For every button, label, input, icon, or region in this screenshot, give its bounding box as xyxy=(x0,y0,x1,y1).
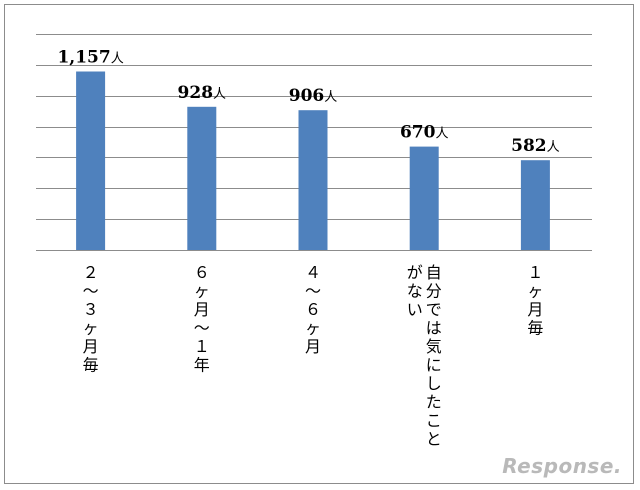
category-label-char: 毎 xyxy=(83,356,99,375)
category-label-char: 毎 xyxy=(527,319,543,338)
category-label-char: ２ xyxy=(83,263,99,282)
category-label-char: い xyxy=(407,300,423,319)
category-label-char: 気 xyxy=(426,337,442,356)
category-label-char: 年 xyxy=(194,356,210,375)
data-label: 582人 xyxy=(511,136,560,156)
category-label-char: ～ xyxy=(194,319,210,338)
category-label-char: ヶ xyxy=(83,319,99,338)
category-label-char: 分 xyxy=(426,282,442,301)
category-label-char: ヶ xyxy=(527,282,543,301)
category-label-char: ヶ xyxy=(194,282,210,301)
category-label-char: ６ xyxy=(194,263,210,282)
category-label-char: た xyxy=(426,393,442,412)
category-label-char: 月 xyxy=(527,300,543,319)
bar xyxy=(520,160,550,250)
bar xyxy=(298,110,328,250)
category-label-char: 自 xyxy=(426,263,442,282)
category-label-char: と xyxy=(426,430,442,449)
category-label-char: 月 xyxy=(194,300,210,319)
category-label-char: ヶ xyxy=(305,319,321,338)
bars xyxy=(76,71,550,250)
category-label-char: ６ xyxy=(305,300,321,319)
category-label-char: こ xyxy=(426,411,442,430)
category-label-char: ～ xyxy=(305,282,321,301)
bar xyxy=(76,71,106,250)
data-label: 906人 xyxy=(289,86,338,106)
category-label-char: ４ xyxy=(305,263,321,282)
category-label-char: ３ xyxy=(83,300,99,319)
data-label: 928人 xyxy=(178,83,227,103)
data-labels: 1,157人 928人 906人 670人 582人 xyxy=(57,48,559,157)
data-label: 1,157人 xyxy=(57,48,123,68)
category-label-char: ～ xyxy=(83,282,99,301)
category-label-char: は xyxy=(426,319,442,338)
category-label-char: に xyxy=(426,356,442,375)
category-label-char: １ xyxy=(527,263,543,282)
bar xyxy=(187,106,217,250)
bar xyxy=(409,146,439,250)
category-label-char: で xyxy=(426,300,442,319)
response-logo: Response. xyxy=(502,454,622,478)
category-label-char: １ xyxy=(194,337,210,356)
data-label: 670人 xyxy=(400,123,449,143)
category-label-char: が xyxy=(407,263,423,282)
category-label-char: な xyxy=(407,282,423,301)
category-label-char: 月 xyxy=(305,337,321,356)
category-label-char: し xyxy=(426,374,442,393)
category-label-char: 月 xyxy=(83,337,99,356)
